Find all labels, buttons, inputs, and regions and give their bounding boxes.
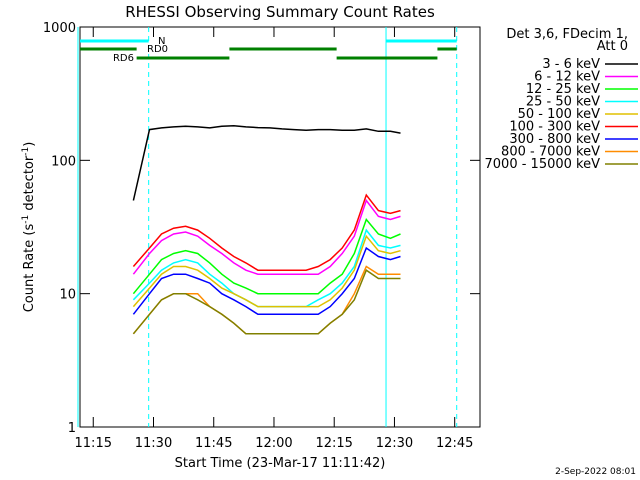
x-tick-label: 12:45 (436, 436, 473, 451)
flag-label: N (158, 36, 165, 47)
y-label-part: -1 (21, 215, 31, 224)
series-line (132, 269, 401, 335)
flag-label: RD0 (147, 44, 168, 55)
y-tick-label: 10 (59, 288, 76, 303)
x-axis-label: Start Time (23-Mar-17 11:11:42) (175, 456, 386, 471)
series-line (132, 198, 401, 275)
y-label-part: Count Rate (s (22, 224, 37, 313)
series-line (132, 124, 401, 201)
legend-label: 6 - 12 keV (534, 70, 600, 85)
legend-label: 7000 - 15000 keV (485, 157, 601, 172)
flag-label: RD6 (113, 53, 134, 64)
x-tick-label: 11:30 (135, 436, 172, 451)
footer: 2-Sep-2022 08:01 (555, 467, 636, 477)
x-tick-label: 12:30 (376, 436, 413, 451)
legend-label: 3 - 6 keV (542, 57, 600, 72)
legend-label: 25 - 50 keV (526, 95, 600, 110)
y-label-part: ) (22, 142, 37, 147)
series-line (132, 228, 401, 308)
legend-title: Att 0 (597, 39, 628, 54)
y-axis-label: Count Rate (s-1 detector-1) (21, 142, 37, 313)
chart-title: RHESSI Observing Summary Count Rates (125, 3, 435, 21)
x-tick-label: 11:15 (75, 436, 112, 451)
y-tick-label: 1 (68, 421, 76, 436)
legend-title: Det 3,6, FDecim 1, (506, 27, 628, 42)
x-tick-label: 12:15 (315, 436, 352, 451)
series-line (132, 193, 401, 271)
legend-label: 100 - 300 keV (509, 120, 600, 135)
legend-label: 12 - 25 keV (526, 82, 600, 97)
x-tick-label: 12:00 (255, 436, 292, 451)
series-line (132, 218, 401, 295)
y-tick-label: 1000 (43, 21, 76, 36)
series-line (132, 246, 401, 316)
legend-label: 50 - 100 keV (518, 107, 601, 122)
x-tick-label: 11:45 (195, 436, 232, 451)
series-line (132, 265, 401, 335)
y-label-part: detector (22, 155, 37, 215)
y-tick-label: 100 (51, 154, 76, 169)
plot-frame (79, 26, 481, 428)
legend-label: 800 - 7000 keV (501, 145, 600, 160)
y-label-part: -1 (21, 147, 31, 156)
series-line (132, 234, 401, 308)
legend-label: 300 - 800 keV (509, 132, 600, 147)
